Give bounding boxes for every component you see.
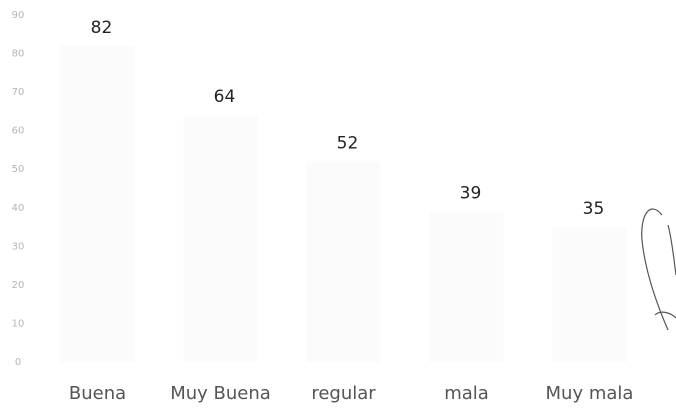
x-tick-label: regular [311,383,376,404]
y-tick-label: 50 [12,164,25,175]
value-label: 52 [337,134,359,154]
bar [60,45,135,362]
y-tick-label: 20 [12,280,25,291]
y-tick-label: 70 [12,87,25,98]
value-label: 35 [583,199,605,219]
value-label: 39 [460,184,482,204]
y-tick-label: 60 [12,126,25,137]
y-tick-label: 80 [12,49,25,60]
y-tick-label: 0 [15,357,21,368]
x-tick-label: Buena [69,383,126,404]
y-tick-label: 40 [12,203,25,214]
x-tick-label: Muy Buena [170,383,271,404]
x-tick-label: Muy mala [546,383,634,404]
x-tick-label: mala [444,383,489,404]
value-label: 64 [214,87,236,107]
bar [552,227,627,362]
y-tick-label: 30 [12,241,25,252]
bar [306,161,381,362]
scribble [641,208,676,331]
value-label: 82 [91,18,113,38]
bar [183,115,258,362]
y-tick-label: 90 [12,10,25,21]
y-tick-label: 10 [12,318,25,329]
bar [429,211,504,362]
